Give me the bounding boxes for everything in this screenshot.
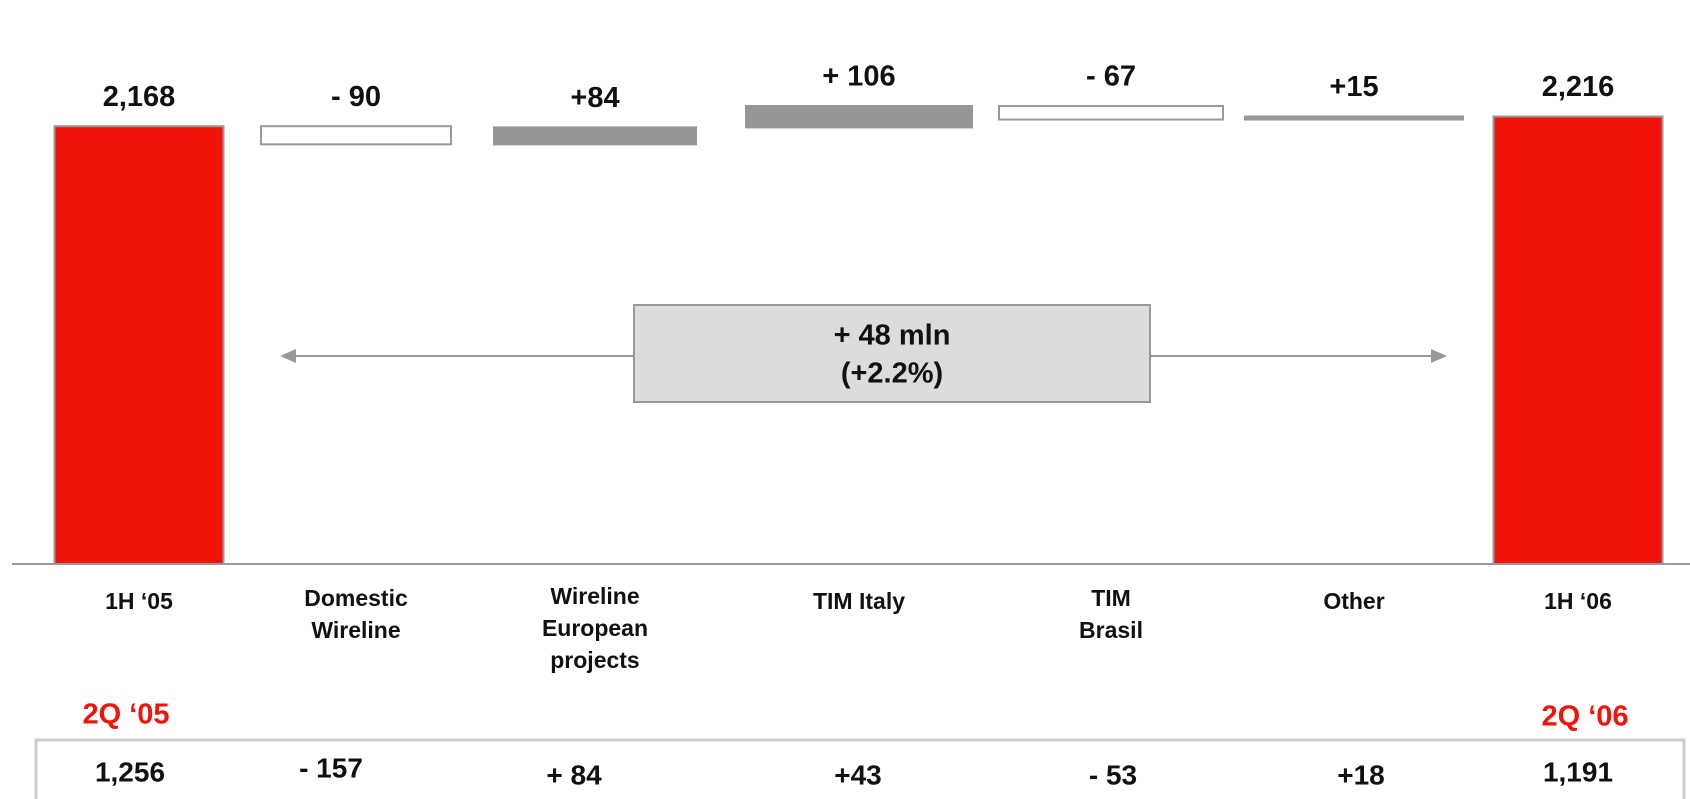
annotation: (+2.2%) xyxy=(841,358,943,390)
bar xyxy=(53,125,225,565)
value-label: +84 xyxy=(570,82,619,114)
quarter-value: +18 xyxy=(1337,759,1385,790)
bar xyxy=(1492,115,1664,565)
category-label: Domestic Wireline xyxy=(304,585,408,643)
annotation: + 48 mln xyxy=(834,320,951,352)
bar xyxy=(1244,115,1464,121)
category-label: Wireline European projects xyxy=(541,583,649,673)
value-label: +15 xyxy=(1329,71,1378,103)
bar xyxy=(745,105,973,129)
quarter-value: 1,191 xyxy=(1543,756,1613,787)
value-label: - 67 xyxy=(1086,61,1136,93)
category-label: Other xyxy=(1323,588,1385,614)
quarter-value: - 157 xyxy=(299,752,363,783)
value-label: - 90 xyxy=(331,81,381,113)
quarter-box xyxy=(34,738,1686,799)
value-label: 2,216 xyxy=(1542,71,1615,103)
bar xyxy=(998,105,1224,121)
category-label: TIM Italy xyxy=(812,588,905,614)
quarter-value: 1,256 xyxy=(95,756,165,787)
bar xyxy=(493,126,697,146)
annotation-box xyxy=(633,304,1151,403)
category-label: TIM Brasil xyxy=(1079,585,1143,643)
arrow-head xyxy=(280,349,296,363)
quarter-value: + 84 xyxy=(546,759,602,790)
quarter-label: 2Q ‘05 xyxy=(82,699,169,731)
arrow-head xyxy=(1431,349,1447,363)
quarter-label: 2Q ‘06 xyxy=(1541,701,1628,733)
bar xyxy=(260,125,452,146)
value-label: + 106 xyxy=(822,61,895,93)
category-label: 1H ‘06 xyxy=(1544,588,1612,614)
quarter-value: - 53 xyxy=(1089,759,1137,790)
quarter-value: +43 xyxy=(834,759,882,790)
value-label: 2,168 xyxy=(103,81,176,113)
category-label: 1H ‘05 xyxy=(105,588,173,614)
